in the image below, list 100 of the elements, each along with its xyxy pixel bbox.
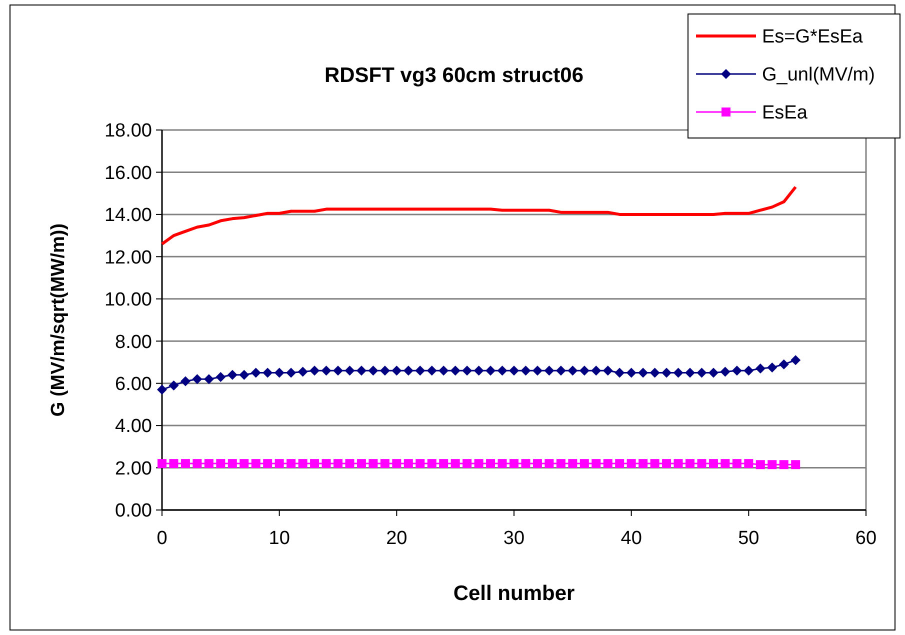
point <box>462 459 472 468</box>
point <box>720 366 730 377</box>
point <box>239 370 250 380</box>
y-tick-label: 14.00 <box>104 205 152 226</box>
point <box>626 368 636 378</box>
point <box>650 459 660 468</box>
point <box>720 459 730 468</box>
point <box>696 368 707 378</box>
point <box>286 459 296 468</box>
point <box>778 359 789 370</box>
point <box>767 362 778 372</box>
point <box>322 459 331 468</box>
point <box>521 459 530 468</box>
point <box>474 366 484 376</box>
point <box>392 366 402 376</box>
point <box>262 368 273 378</box>
point <box>368 366 378 376</box>
point <box>192 374 202 384</box>
y-tick-label: 0.00 <box>115 500 152 522</box>
x-tick-label: 0 <box>156 528 168 549</box>
point <box>426 366 437 376</box>
point <box>286 368 296 378</box>
point <box>169 459 178 468</box>
point <box>568 366 578 376</box>
point <box>708 459 718 468</box>
point <box>520 366 531 376</box>
point <box>592 459 601 468</box>
point <box>240 459 249 468</box>
point <box>579 366 590 376</box>
point <box>439 459 448 468</box>
point <box>310 459 320 468</box>
point <box>180 459 190 468</box>
point <box>755 364 766 374</box>
point <box>509 366 519 376</box>
point <box>532 366 542 376</box>
point <box>544 459 554 468</box>
point <box>708 368 718 378</box>
point <box>662 459 672 468</box>
y-tick-label: 12.00 <box>104 247 152 268</box>
y-tick-label: 18.00 <box>104 120 152 142</box>
point <box>532 459 542 468</box>
y-tick-label: 10.00 <box>104 290 152 311</box>
point <box>298 459 308 468</box>
point <box>345 459 354 468</box>
point <box>685 368 695 378</box>
x-tick-label: 10 <box>268 528 290 549</box>
point <box>744 459 754 468</box>
point <box>274 368 284 378</box>
point <box>310 366 320 376</box>
point <box>556 459 566 468</box>
point <box>732 366 742 376</box>
point <box>157 384 167 395</box>
point <box>662 368 672 378</box>
point <box>298 366 308 377</box>
point <box>602 366 613 376</box>
point <box>356 366 366 376</box>
point <box>626 459 636 468</box>
x-axis-title: Cell number <box>453 582 575 605</box>
y-tick-label: 6.00 <box>115 374 152 395</box>
point <box>192 459 202 468</box>
point <box>404 459 413 468</box>
point <box>250 368 261 378</box>
point <box>568 459 578 468</box>
point <box>227 370 238 380</box>
point <box>438 366 449 376</box>
point <box>497 366 508 376</box>
point <box>556 366 566 376</box>
point <box>356 459 366 468</box>
x-tick-label: 20 <box>386 528 408 549</box>
point <box>204 374 214 384</box>
point <box>756 460 765 470</box>
point <box>768 460 777 470</box>
point <box>697 459 706 468</box>
point <box>779 460 788 470</box>
point <box>732 459 742 468</box>
point <box>486 366 496 376</box>
point <box>790 355 801 366</box>
point <box>158 459 166 468</box>
point <box>791 460 800 470</box>
chart-title: RDSFT vg3 60cm struct06 <box>324 64 584 87</box>
point <box>334 459 342 468</box>
point <box>180 376 190 386</box>
point <box>580 459 589 468</box>
point <box>615 459 624 468</box>
point <box>403 366 414 376</box>
point <box>462 366 472 376</box>
x-tick-label: 50 <box>738 528 760 549</box>
point <box>344 366 355 376</box>
point <box>380 459 390 468</box>
point <box>416 459 425 468</box>
point <box>368 459 378 468</box>
point <box>650 368 660 378</box>
point <box>216 372 226 382</box>
point <box>603 459 612 468</box>
point <box>168 380 179 390</box>
point <box>427 459 436 468</box>
point <box>486 459 496 468</box>
legend-label: G_unl(MV/m) <box>762 64 875 86</box>
y-tick-label: 16.00 <box>104 162 152 184</box>
point <box>614 368 625 378</box>
